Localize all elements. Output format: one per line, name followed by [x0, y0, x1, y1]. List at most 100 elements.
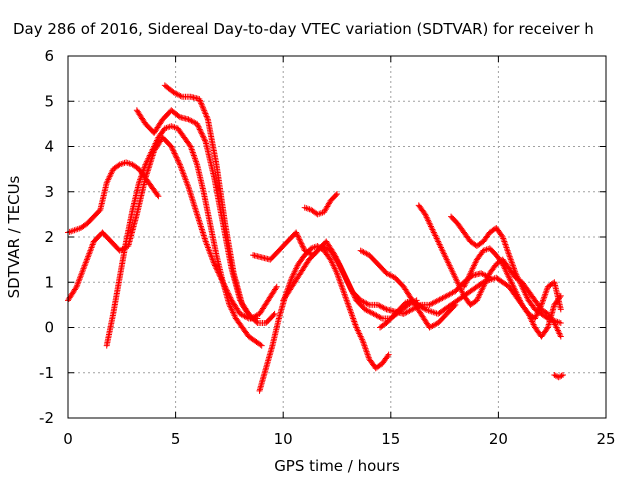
data-point — [346, 282, 353, 289]
x-tick-label: 25 — [596, 430, 615, 448]
data-point — [197, 98, 204, 105]
data-point — [343, 275, 350, 282]
series-2 — [65, 134, 261, 322]
data-point — [203, 113, 210, 120]
data-point — [342, 274, 349, 281]
x-tick-label: 10 — [274, 430, 293, 448]
data-point — [331, 252, 338, 259]
x-axis-label: GPS time / hours — [274, 457, 400, 475]
data-point — [199, 104, 206, 111]
data-point — [169, 146, 176, 153]
data-point — [212, 263, 219, 270]
data-point — [298, 240, 305, 247]
x-tick-label: 20 — [489, 430, 508, 448]
data-point — [339, 267, 346, 274]
data-point — [377, 314, 384, 321]
data-point — [194, 120, 201, 127]
series-10 — [357, 247, 459, 331]
data-point — [300, 244, 307, 251]
data-point — [297, 237, 304, 244]
data-point — [201, 109, 208, 116]
y-tick-label: -2 — [39, 409, 54, 427]
data-point — [557, 306, 564, 313]
series-6 — [256, 243, 392, 394]
y-tick-label: 3 — [44, 183, 54, 201]
x-tick-label: 0 — [63, 430, 73, 448]
data-point — [174, 157, 181, 164]
data-point — [498, 232, 505, 239]
data-point — [211, 261, 218, 268]
series-7 — [250, 229, 420, 322]
y-tick-label: 4 — [44, 138, 54, 156]
data-point — [196, 95, 203, 102]
chart-title: Day 286 of 2016, Sidereal Day-to-day VTE… — [13, 20, 594, 38]
series-14 — [377, 274, 564, 340]
x-tick-label: 5 — [171, 430, 181, 448]
data-point — [384, 352, 391, 359]
data-point — [175, 113, 182, 120]
data-point — [337, 263, 344, 270]
data-point — [198, 101, 205, 108]
data-point — [96, 207, 103, 214]
data-point — [200, 106, 207, 113]
data-point — [168, 144, 175, 151]
data-point — [199, 103, 206, 110]
data-point — [333, 254, 340, 261]
data-point — [203, 111, 210, 118]
y-axis-label: SDTVAR / TECUs — [5, 175, 23, 298]
data-point — [295, 233, 302, 240]
data-point — [294, 232, 301, 239]
data-point — [345, 281, 352, 288]
data-point — [295, 235, 302, 242]
data-point — [332, 253, 339, 260]
data-point — [202, 110, 209, 117]
data-point — [186, 142, 193, 149]
data-point — [334, 257, 341, 264]
data-point — [297, 239, 304, 246]
data-point — [202, 137, 209, 144]
data-point — [174, 156, 181, 163]
data-point — [200, 133, 207, 140]
data-point — [552, 372, 559, 379]
data-point — [176, 160, 183, 167]
y-tick-label: 2 — [44, 228, 54, 246]
series-9 — [301, 191, 340, 218]
data-point — [299, 242, 306, 249]
data-point — [335, 260, 342, 267]
data-point — [336, 261, 343, 268]
data-point — [200, 134, 207, 141]
data-point — [347, 284, 354, 291]
data-point — [196, 97, 203, 104]
data-point — [557, 373, 564, 380]
data-point — [258, 342, 265, 349]
data-point — [559, 372, 566, 379]
y-tick-label: 0 — [44, 319, 54, 337]
data-point — [197, 127, 204, 134]
data-point — [345, 279, 352, 286]
data-point — [273, 283, 280, 290]
data-point — [172, 153, 179, 160]
data-point — [177, 92, 184, 99]
data-point — [341, 271, 348, 278]
data-point — [543, 325, 550, 332]
data-point — [199, 132, 206, 139]
data-point — [347, 285, 354, 292]
data-point — [154, 191, 161, 198]
data-point — [557, 292, 564, 299]
y-tick-label: 1 — [44, 273, 54, 291]
data-point — [271, 310, 278, 317]
data-point — [479, 280, 486, 287]
data-point — [558, 372, 565, 379]
data-point — [334, 191, 340, 198]
data-point — [198, 130, 205, 137]
data-point — [155, 193, 162, 200]
data-point — [194, 122, 201, 129]
series-5 — [161, 82, 280, 322]
data-point — [557, 333, 564, 340]
data-point — [170, 149, 177, 156]
data-point — [385, 351, 392, 358]
data-point — [115, 162, 122, 169]
data-points — [65, 82, 566, 394]
